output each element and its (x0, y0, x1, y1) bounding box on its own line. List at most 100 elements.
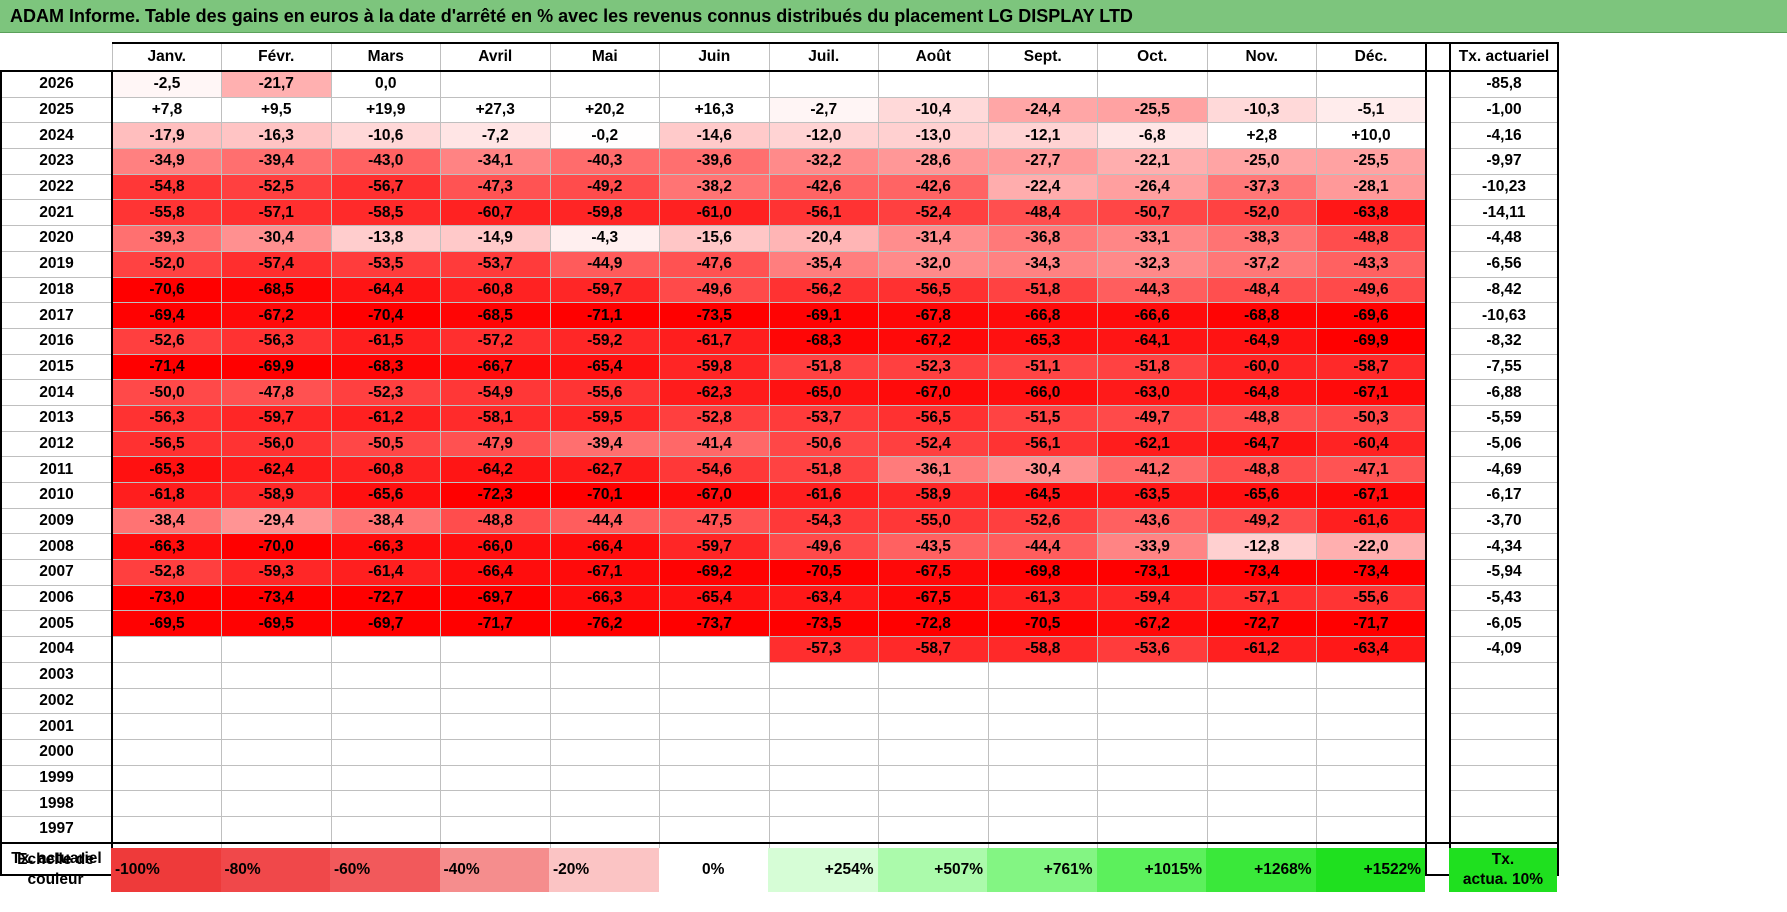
table-row: 1998 (0, 790, 1559, 817)
gain-cell: -49,7 (1097, 404, 1208, 432)
gain-cell: -38,4 (111, 507, 222, 535)
gain-cell: -50,5 (330, 430, 441, 458)
gain-cell (768, 764, 879, 792)
gain-cell: -33,1 (1097, 225, 1208, 252)
annual-rate-cell: -4,69 (1449, 456, 1559, 483)
gain-cell: -61,6 (1316, 507, 1427, 535)
gain-cell (549, 687, 660, 715)
gain-cell: -70,4 (330, 302, 441, 329)
gain-cell (1097, 70, 1208, 98)
gain-cell: -67,1 (549, 559, 660, 586)
gain-cell: -64,4 (330, 276, 441, 304)
gain-cell: -56,0 (221, 430, 332, 458)
year-label: 2007 (0, 559, 113, 586)
gain-cell: -48,4 (987, 199, 1098, 227)
gain-cell (330, 790, 441, 817)
gain-cell: -62,7 (549, 456, 660, 483)
gain-cell: -70,1 (549, 482, 660, 509)
gain-cell: -61,3 (987, 584, 1098, 612)
gain-cell (549, 764, 660, 792)
gain-cell (549, 790, 660, 817)
year-label: 2015 (0, 353, 113, 381)
gain-cell: -12,8 (1206, 533, 1317, 561)
gain-cell (1206, 661, 1317, 689)
gain-cell: -65,4 (659, 584, 770, 612)
annual-rate-cell (1449, 713, 1559, 740)
gain-cell: -49,6 (1316, 276, 1427, 304)
report-title: ADAM Informe. Table des gains en euros à… (0, 0, 1787, 33)
month-header: Juin (659, 42, 770, 72)
gain-cell: -58,9 (878, 482, 989, 509)
gain-cell: -51,8 (768, 456, 879, 483)
gain-cell: -64,5 (987, 482, 1098, 509)
color-scale-legend: Echelle de couleur -100% -80% -60% -40% -20% 0… (0, 848, 1557, 892)
gain-cell: -37,2 (1206, 250, 1317, 278)
table-row: 1997 (0, 815, 1559, 844)
gain-cell: -67,1 (1316, 482, 1427, 509)
gain-cell: -48,8 (1206, 456, 1317, 483)
annual-rate-cell: -10,63 (1449, 302, 1559, 329)
month-header: Avril (440, 42, 551, 72)
gain-cell (878, 70, 989, 98)
table-row: 2008 -66,3 -70,0 -66,3 -66,0 -66,4 -59,7 -49,6-… (0, 533, 1559, 561)
gain-cell (440, 815, 551, 844)
gain-cell (440, 713, 551, 740)
gain-cell (1206, 764, 1317, 792)
gain-cell: -14,6 (659, 122, 770, 150)
gain-cell: -52,6 (987, 507, 1098, 535)
gain-cell: -59,3 (221, 559, 332, 586)
gain-cell (549, 815, 660, 844)
annual-rate-cell: -10,23 (1449, 173, 1559, 201)
gain-cell: -57,4 (221, 250, 332, 278)
gain-cell (659, 764, 770, 792)
gain-cell: -49,2 (549, 173, 660, 201)
gain-cell: +16,3 (659, 96, 770, 124)
gain-cell (1316, 713, 1427, 740)
year-label: 2026 (0, 70, 113, 98)
column-gap (1426, 559, 1450, 586)
gain-cell: -27,7 (987, 148, 1098, 175)
gain-cell: -4,3 (549, 225, 660, 252)
gain-cell: -58,7 (1316, 353, 1427, 381)
table-row: 2024 -17,9 -16,3 -10,6 -7,2 -0,2 -14,6 -12,0 -13… (0, 122, 1559, 150)
gain-cell (878, 713, 989, 740)
gain-cell: -64,2 (440, 456, 551, 483)
column-gap (1426, 42, 1450, 72)
gain-cell (987, 661, 1098, 689)
gain-cell: -52,3 (330, 379, 441, 406)
year-label: 2001 (0, 713, 113, 740)
gain-cell: -73,7 (659, 610, 770, 638)
gain-cell (768, 70, 879, 98)
year-label: 2018 (0, 276, 113, 304)
column-gap (1426, 841, 1450, 876)
annual-rate-cell: -6,56 (1449, 250, 1559, 278)
column-gap (1426, 508, 1450, 534)
column-gap (1426, 199, 1450, 226)
gain-cell (549, 713, 660, 740)
gain-cell (111, 636, 222, 663)
year-label: 2017 (0, 302, 113, 329)
table-row: 2010 -61,8 -58,9 -65,6 -72,3 -70,1 -67,0 -61,6-… (0, 482, 1559, 509)
gain-cell: -10,4 (878, 96, 989, 124)
column-gap (1426, 71, 1450, 98)
gain-cell: -58,1 (440, 404, 551, 432)
color-scale-swatch: 0% (658, 848, 768, 892)
gain-cell: -47,6 (659, 250, 770, 278)
column-gap (1426, 739, 1450, 766)
gain-cell: -64,7 (1206, 430, 1317, 458)
gain-cell (549, 70, 660, 98)
annual-rate-cell: -4,09 (1449, 636, 1559, 663)
gain-cell: -43,6 (1097, 507, 1208, 535)
gain-cell (1316, 790, 1427, 817)
color-scale-swatch: -40% (439, 848, 549, 892)
gain-cell: -69,6 (1316, 302, 1427, 329)
gain-cell: +9,5 (221, 96, 332, 124)
column-gap (1426, 251, 1450, 277)
table-row: 2013 -56,3 -59,7 -61,2 -58,1 -59,5 -52,8 -53,7-… (0, 404, 1559, 432)
gain-cell: -58,9 (221, 482, 332, 509)
gain-cell (221, 815, 332, 844)
gain-cell: -50,0 (111, 379, 222, 406)
gain-cell: -68,3 (768, 327, 879, 355)
gain-cell (221, 764, 332, 792)
gain-cell: -36,1 (878, 456, 989, 483)
